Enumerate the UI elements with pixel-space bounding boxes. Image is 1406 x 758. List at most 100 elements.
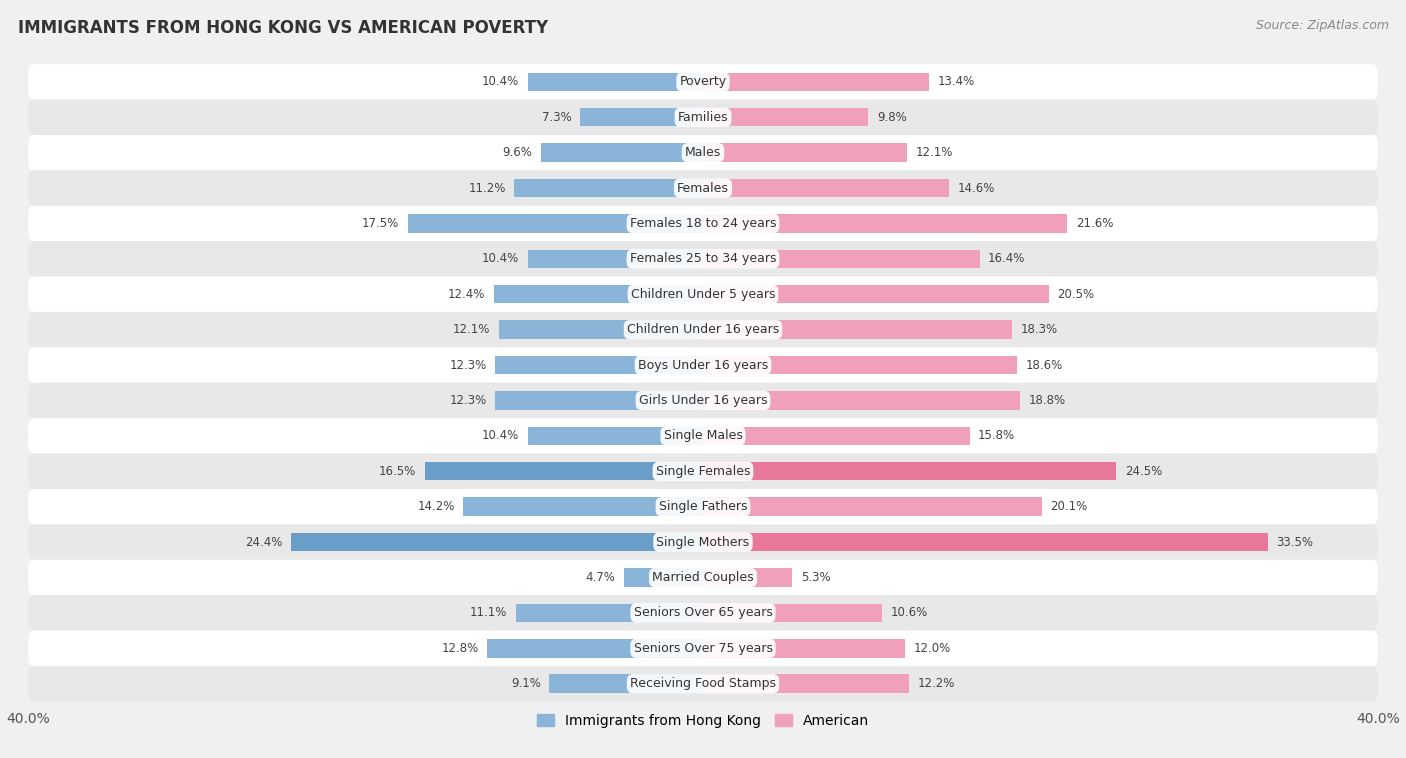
- Text: Females 18 to 24 years: Females 18 to 24 years: [630, 217, 776, 230]
- FancyBboxPatch shape: [28, 135, 1378, 171]
- Bar: [703, 73, 929, 91]
- Text: 18.6%: 18.6%: [1025, 359, 1063, 371]
- FancyBboxPatch shape: [28, 595, 1378, 631]
- Bar: [703, 215, 1067, 233]
- Bar: [703, 639, 905, 657]
- Text: 18.3%: 18.3%: [1021, 323, 1057, 337]
- Text: 10.4%: 10.4%: [482, 252, 519, 265]
- Text: 16.5%: 16.5%: [380, 465, 416, 478]
- Bar: [703, 143, 907, 162]
- Bar: [703, 497, 1042, 516]
- Bar: [499, 321, 703, 339]
- FancyBboxPatch shape: [28, 489, 1378, 525]
- Bar: [494, 285, 703, 303]
- Text: Males: Males: [685, 146, 721, 159]
- Bar: [495, 391, 703, 409]
- Bar: [527, 73, 703, 91]
- Bar: [703, 568, 793, 587]
- Bar: [408, 215, 703, 233]
- Text: 5.3%: 5.3%: [801, 571, 831, 584]
- Bar: [703, 321, 1012, 339]
- Bar: [515, 179, 703, 197]
- Legend: Immigrants from Hong Kong, American: Immigrants from Hong Kong, American: [531, 708, 875, 734]
- Bar: [703, 603, 882, 622]
- Bar: [291, 533, 703, 551]
- Bar: [486, 639, 703, 657]
- Text: 15.8%: 15.8%: [979, 429, 1015, 443]
- FancyBboxPatch shape: [28, 525, 1378, 560]
- Text: 12.2%: 12.2%: [917, 677, 955, 691]
- Bar: [550, 675, 703, 693]
- Bar: [703, 285, 1049, 303]
- Bar: [516, 603, 703, 622]
- Bar: [425, 462, 703, 481]
- Bar: [703, 391, 1021, 409]
- FancyBboxPatch shape: [28, 418, 1378, 453]
- Text: 11.1%: 11.1%: [470, 606, 508, 619]
- FancyBboxPatch shape: [28, 560, 1378, 595]
- Bar: [703, 179, 949, 197]
- FancyBboxPatch shape: [28, 205, 1378, 241]
- Text: 11.2%: 11.2%: [468, 182, 506, 195]
- Bar: [703, 675, 908, 693]
- FancyBboxPatch shape: [28, 64, 1378, 99]
- Text: Single Fathers: Single Fathers: [659, 500, 747, 513]
- Text: Single Mothers: Single Mothers: [657, 536, 749, 549]
- FancyBboxPatch shape: [28, 312, 1378, 347]
- FancyBboxPatch shape: [28, 453, 1378, 489]
- Bar: [527, 249, 703, 268]
- Bar: [541, 143, 703, 162]
- Text: Single Males: Single Males: [664, 429, 742, 443]
- FancyBboxPatch shape: [28, 666, 1378, 701]
- Text: Children Under 5 years: Children Under 5 years: [631, 288, 775, 301]
- Text: 4.7%: 4.7%: [585, 571, 616, 584]
- Bar: [703, 427, 970, 445]
- Bar: [703, 462, 1116, 481]
- Text: 14.2%: 14.2%: [418, 500, 456, 513]
- Text: 14.6%: 14.6%: [957, 182, 995, 195]
- Text: 12.8%: 12.8%: [441, 642, 478, 655]
- Text: Married Couples: Married Couples: [652, 571, 754, 584]
- Text: 20.1%: 20.1%: [1050, 500, 1088, 513]
- FancyBboxPatch shape: [28, 99, 1378, 135]
- Text: 9.8%: 9.8%: [877, 111, 907, 124]
- Bar: [703, 108, 869, 127]
- Text: Families: Families: [678, 111, 728, 124]
- Text: 33.5%: 33.5%: [1277, 536, 1313, 549]
- Text: 18.8%: 18.8%: [1029, 394, 1066, 407]
- Bar: [579, 108, 703, 127]
- Text: 24.4%: 24.4%: [246, 536, 283, 549]
- Text: Girls Under 16 years: Girls Under 16 years: [638, 394, 768, 407]
- Text: 21.6%: 21.6%: [1076, 217, 1114, 230]
- Bar: [527, 427, 703, 445]
- Text: 12.3%: 12.3%: [450, 394, 486, 407]
- Text: 17.5%: 17.5%: [363, 217, 399, 230]
- Text: 9.1%: 9.1%: [512, 677, 541, 691]
- Text: Females 25 to 34 years: Females 25 to 34 years: [630, 252, 776, 265]
- Bar: [624, 568, 703, 587]
- FancyBboxPatch shape: [28, 347, 1378, 383]
- Text: 16.4%: 16.4%: [988, 252, 1025, 265]
- Text: Females: Females: [678, 182, 728, 195]
- Text: Children Under 16 years: Children Under 16 years: [627, 323, 779, 337]
- Text: Seniors Over 75 years: Seniors Over 75 years: [634, 642, 772, 655]
- Text: 9.6%: 9.6%: [503, 146, 533, 159]
- Bar: [703, 533, 1268, 551]
- Text: 20.5%: 20.5%: [1057, 288, 1094, 301]
- Text: Seniors Over 65 years: Seniors Over 65 years: [634, 606, 772, 619]
- Text: 10.4%: 10.4%: [482, 75, 519, 89]
- Text: 12.3%: 12.3%: [450, 359, 486, 371]
- Text: Poverty: Poverty: [679, 75, 727, 89]
- FancyBboxPatch shape: [28, 241, 1378, 277]
- Text: IMMIGRANTS FROM HONG KONG VS AMERICAN POVERTY: IMMIGRANTS FROM HONG KONG VS AMERICAN PO…: [18, 19, 548, 37]
- Text: 24.5%: 24.5%: [1125, 465, 1161, 478]
- Text: Boys Under 16 years: Boys Under 16 years: [638, 359, 768, 371]
- Text: 12.1%: 12.1%: [453, 323, 491, 337]
- Text: Receiving Food Stamps: Receiving Food Stamps: [630, 677, 776, 691]
- Text: Source: ZipAtlas.com: Source: ZipAtlas.com: [1256, 19, 1389, 32]
- Bar: [703, 249, 980, 268]
- FancyBboxPatch shape: [28, 383, 1378, 418]
- FancyBboxPatch shape: [28, 171, 1378, 205]
- Bar: [464, 497, 703, 516]
- Text: 12.4%: 12.4%: [449, 288, 485, 301]
